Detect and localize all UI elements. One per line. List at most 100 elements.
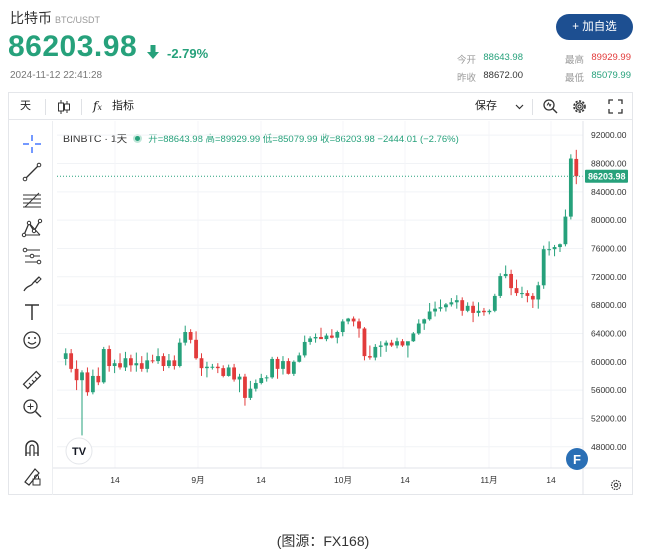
prediction-tools-icon[interactable] [21, 245, 43, 267]
candle [205, 361, 209, 378]
candle [525, 290, 530, 303]
chart-widget: 天 fx 指标 保存 [8, 92, 633, 495]
quick-search-icon[interactable] [542, 98, 559, 115]
interval-selector[interactable]: 天 [20, 100, 31, 112]
axis-settings-gear-icon[interactable] [610, 479, 622, 491]
candles-type-icon[interactable] [56, 99, 72, 115]
fx-indicator-icon[interactable]: fx [93, 99, 102, 113]
zoom-in-icon[interactable] [21, 397, 43, 419]
candle [335, 330, 340, 344]
candle-body [270, 358, 275, 378]
candle [291, 360, 296, 376]
candle-body [259, 378, 264, 384]
candle-body [139, 363, 144, 369]
high-value: 89929.99 [591, 52, 631, 63]
time-tick-label: 14 [546, 475, 556, 485]
candle [134, 352, 139, 372]
trend-line-icon[interactable] [21, 161, 43, 183]
candle [101, 346, 106, 384]
candle [324, 333, 329, 342]
toolbar-divider [45, 99, 46, 115]
time-tick-label: 9月 [191, 475, 204, 485]
candle [90, 369, 95, 395]
candle-body [568, 158, 573, 217]
candle-body [541, 249, 546, 286]
candle-body [63, 353, 68, 359]
svg-text:F: F [573, 452, 581, 467]
candle [194, 331, 198, 360]
candle [167, 353, 171, 369]
pattern-icon[interactable] [21, 217, 43, 239]
candle [248, 380, 253, 401]
candle-body [308, 338, 313, 342]
candle-body [248, 388, 253, 398]
candle [509, 269, 514, 296]
candle-body [112, 363, 117, 367]
price-axis: 92000.00 88000.00 84000.00 80000.00 76000.00… [582, 121, 627, 495]
chevron-down-icon[interactable] [515, 103, 524, 111]
price-change-percent: -2.79% [167, 46, 209, 61]
fib-retracement-icon[interactable] [21, 189, 43, 211]
candle-body [329, 335, 334, 338]
candle-body [503, 273, 508, 277]
brush-icon[interactable] [21, 273, 43, 295]
candle [449, 298, 454, 307]
fullscreen-icon[interactable] [608, 99, 623, 114]
candle-body [156, 356, 160, 362]
time-tick-label: 10月 [334, 475, 352, 485]
indicators-button[interactable]: 指标 [112, 100, 134, 112]
candlestick-chart[interactable]: 92000.00 88000.00 84000.00 80000.00 76000.00… [53, 121, 632, 495]
candle-body [183, 332, 188, 343]
price-tick-label: 76000.00 [591, 243, 627, 253]
candle [128, 354, 133, 372]
price-tick-label: 92000.00 [591, 130, 627, 140]
gear-icon[interactable] [571, 98, 588, 115]
candle-body [362, 328, 367, 357]
candle-body [226, 367, 231, 376]
candle [395, 337, 399, 349]
candle [270, 356, 275, 379]
candle [118, 353, 122, 370]
save-button[interactable]: 保存 [475, 100, 497, 112]
magnet-icon[interactable] [21, 437, 43, 459]
candle [69, 349, 74, 373]
candle [232, 363, 236, 382]
text-tool-icon[interactable] [21, 301, 43, 323]
emoji-icon[interactable] [21, 329, 43, 351]
candle-body [107, 349, 112, 367]
candle [215, 363, 220, 374]
candle [362, 327, 367, 361]
lock-drawing-icon[interactable] [21, 465, 43, 487]
candle [346, 317, 351, 325]
candle [199, 353, 204, 376]
toolbar-divider [532, 99, 533, 115]
toolbar-divider [81, 99, 82, 115]
low-label: 最低 [565, 73, 585, 84]
candle-body [150, 360, 155, 362]
candle-body [80, 372, 84, 381]
candle [243, 373, 247, 406]
price-tick-label: 68000.00 [591, 300, 627, 310]
candle-body [177, 342, 182, 367]
candle-body [427, 311, 432, 320]
candle-body [74, 368, 79, 381]
tradingview-logo[interactable]: TV [65, 437, 93, 465]
candle [433, 301, 437, 317]
candle [156, 348, 160, 364]
candle [96, 367, 101, 386]
price-tick-label: 56000.00 [591, 385, 627, 395]
candle [313, 333, 318, 343]
crosshair-icon[interactable] [21, 133, 43, 155]
candle-body [438, 307, 443, 309]
add-to-watchlist-button[interactable]: + 加自选 [556, 14, 633, 40]
candle-body [514, 288, 519, 294]
candle-body [85, 372, 90, 393]
candle [547, 241, 552, 256]
symbol-title[interactable]: BINBTC · 1天 [63, 133, 128, 145]
ruler-icon[interactable] [21, 369, 43, 391]
candle [281, 356, 285, 375]
candles-layer [63, 149, 579, 436]
candle-body [357, 321, 361, 329]
candle [498, 273, 503, 299]
candle [563, 209, 568, 247]
